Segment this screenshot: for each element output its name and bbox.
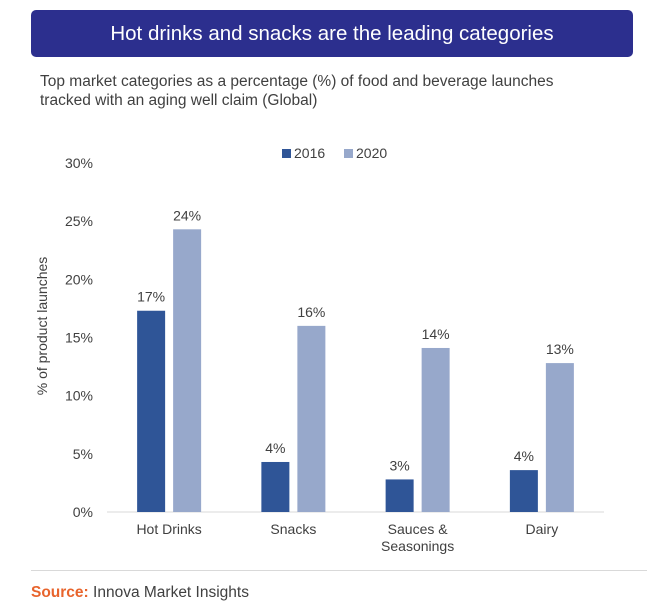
y-axis-title: % of product launches xyxy=(34,257,50,396)
y-tick-label: 25% xyxy=(65,213,93,229)
y-tick-label: 30% xyxy=(65,155,93,171)
y-tick-label: 10% xyxy=(65,388,93,404)
category-label: Hot Drinks xyxy=(136,521,201,537)
chart-subtitle: Top market categories as a percentage (%… xyxy=(40,72,635,110)
category-label: Dairy xyxy=(526,521,559,537)
category-label: Snacks xyxy=(270,521,316,537)
source-label: Source: xyxy=(31,584,89,601)
bar-2016-1 xyxy=(261,461,290,512)
subtitle-line-1: Top market categories as a percentage (%… xyxy=(40,73,554,90)
bar-2016-2 xyxy=(385,479,414,512)
bar-2020-1 xyxy=(297,325,326,512)
data-label-2020: 24% xyxy=(173,207,201,223)
source-text: Innova Market Insights xyxy=(88,584,249,601)
y-tick-label: 20% xyxy=(65,271,93,287)
data-label-2016: 3% xyxy=(390,457,410,473)
category-label: Sauces & xyxy=(388,521,449,537)
category-label: Seasonings xyxy=(381,538,454,554)
bar-2016-0 xyxy=(137,310,166,512)
data-label-2020: 14% xyxy=(422,326,450,342)
data-label-2020: 16% xyxy=(297,304,325,320)
data-label-2016: 4% xyxy=(265,440,285,456)
bar-2020-3 xyxy=(545,363,574,512)
legend-label-2020: 2020 xyxy=(356,145,387,161)
y-tick-label: 5% xyxy=(73,446,93,462)
bar-2016-3 xyxy=(509,470,538,512)
legend-swatch-2016 xyxy=(282,149,291,158)
y-tick-label: 15% xyxy=(65,330,93,346)
title-banner: Hot drinks and snacks are the leading ca… xyxy=(31,10,633,57)
chart-title: Hot drinks and snacks are the leading ca… xyxy=(110,21,554,45)
data-label-2020: 13% xyxy=(546,341,574,357)
footer-divider xyxy=(31,570,647,571)
source-note: Source: Innova Market Insights xyxy=(31,584,249,602)
subtitle-line-2: tracked with an aging well claim (Global… xyxy=(40,92,318,109)
data-label-2016: 4% xyxy=(514,448,534,464)
legend-swatch-2020 xyxy=(344,149,353,158)
bar-2020-2 xyxy=(421,347,450,512)
data-label-2016: 17% xyxy=(137,289,165,305)
bar-chart: 0% 5% 10% 15% 20% 25% 30% % of product launches… xyxy=(34,145,604,554)
y-tick-label: 0% xyxy=(73,504,93,520)
legend-label-2016: 2016 xyxy=(294,145,325,161)
bar-2020-0 xyxy=(173,229,202,512)
